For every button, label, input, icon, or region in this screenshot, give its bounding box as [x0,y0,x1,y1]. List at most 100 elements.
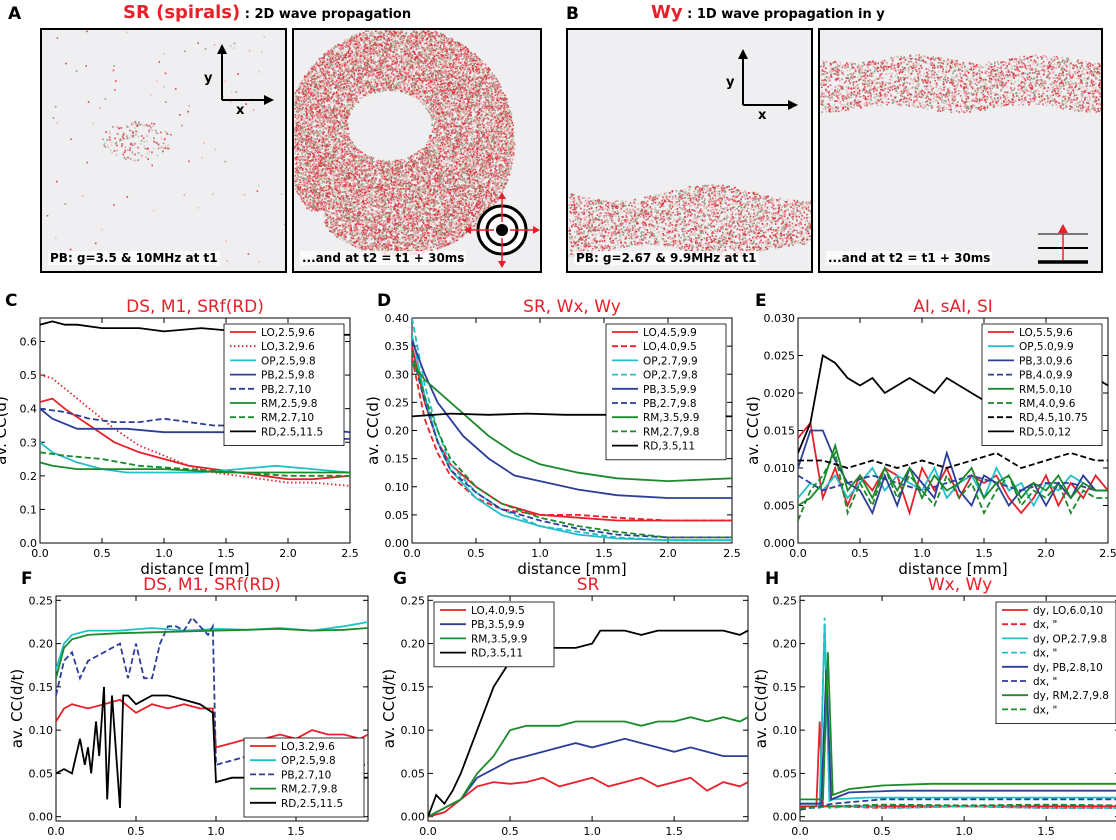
series-line [412,318,732,542]
series-line [412,362,732,483]
legend-label: PB,3.5,9.9 [643,384,697,396]
legend-label: RD,3.5,11 [471,648,523,660]
y-tick-label: 0.30 [385,368,410,381]
y-tick-label: 0.25 [385,396,410,409]
chart-g: GSR0.00.51.01.50.000.050.100.150.200.25d… [380,569,749,840]
y-tick-label: 0.25 [773,594,798,607]
plot-frame [799,595,1116,822]
legend-label: dx, " [1033,704,1057,716]
plot-frame [427,595,749,822]
x-tick-label: 0.0 [419,825,437,838]
plot-frame [55,595,369,822]
chart-title: AI, sAI, SI [913,297,993,317]
x-tick-label: 2.5 [1099,547,1116,560]
wave-image-b-t2 [820,54,1101,264]
panel-b-title-rest: : 1D wave propagation in y [683,7,885,22]
x-tick-label: 1.0 [955,825,973,838]
panel-letter: C [5,291,17,311]
image-caption-a-t1: PB: g=3.5 & 10MHz at t1 [48,251,220,265]
legend-frame [223,323,345,446]
y-tick-label: 0.05 [29,767,54,780]
y-tick-label: 0.15 [29,681,54,694]
y-tick-label: 0.10 [385,481,410,494]
x-tick-label: 1.0 [913,547,931,560]
legend-frame [981,323,1103,446]
legend-label: RM,2.5,9.8 [261,398,317,410]
series-line [412,345,732,522]
legend-label: RM,4.0,9.6 [1019,398,1076,410]
x-axis-label: distance [mm] [140,560,249,578]
panel-b-image-t2: ...and at t2 = t1 + 30ms [818,28,1103,273]
y-tick-label: 0.00 [773,811,798,824]
wave-texture [820,54,1101,114]
y-tick-label: 0.20 [773,638,798,651]
legend-label: PB,3.0,9.6 [1019,355,1073,367]
legend-label: LO,5.5,9.6 [1019,327,1073,339]
chart-h: H Wx, Wy 0.0 0.5 1.0 1.5 0.00 0.05 0.10 0.15 0.20 0… [752,569,1116,840]
series-line [800,669,1116,805]
series-line [40,451,350,477]
legend-label: PB,2.7,10 [281,769,331,781]
panel-a-title: SR (spirals) : 2D wave propagation [123,2,411,23]
y-tick-label: 0.0 [20,537,38,550]
x-tick-label: 1.5 [217,547,235,560]
legend-label: dy, OP,2.7,9.8 [1033,633,1107,645]
x-tick-label: 2.0 [1037,547,1055,560]
y-tick-label: 0.025 [764,350,796,363]
x-tick-label: 0.5 [873,825,891,838]
legend-label: PB,2.7,10 [261,384,311,396]
axis-y-label: y [726,75,735,90]
legend-label: LO,3.2,9.6 [281,741,335,753]
legend-label: RD,4.5,10.75 [1019,412,1088,424]
series-line [412,334,732,542]
y-tick-label: 0.05 [385,509,410,522]
y-tick-label: 0.030 [764,312,796,325]
legend: LO,2.5,9.6 LO,3.2,9.6 OP,2.5,9.8 PB,2.5,9.8… [223,323,345,446]
legend-frame [605,323,727,461]
image-caption-a-t2: ...and at t2 = t1 + 30ms [300,251,467,265]
spiral-target-icon [464,192,540,268]
x-tick-label: 1.5 [975,547,993,560]
series-line [798,474,1108,492]
series-line [800,721,1116,808]
y-tick-label: 0.2 [20,470,38,483]
chart-c: C DS, M1, SRf(RD) 0.0 0.5 1.0 1.5 2.0 2.5 0.0 0.1… [0,291,359,578]
legend-label: RD,5.0,12 [1019,426,1071,438]
x-tick-label: 0.0 [789,547,807,560]
y-tick-label: 0.1 [20,503,38,516]
x-tick-label: 0.0 [31,547,49,560]
legend-label: RM,2.7,9.8 [643,426,699,438]
chart-d: D SR, Wx, Wy 0.0 0.5 1.0 1.5 2.0 2.5 0.00 0.05 0.1… [364,291,741,578]
y-tick-label: 0.25 [29,594,54,607]
series-line [798,420,1108,517]
y-tick-label: 0.10 [773,724,798,737]
series-line [40,407,350,440]
series-line [798,465,1108,508]
panel-b-image-t1: y x PB: g=2.67 & 9.9MHz at t1 [566,28,813,273]
series-line [800,617,1116,809]
series-line [428,629,748,818]
legend: dy, LO,6.0,10 dx, " dy, OP,2.7,9.8 dx, " dy,… [995,601,1116,724]
series-line [412,340,732,499]
y-tick-label: 0.20 [29,638,54,651]
x-tick-label: 2.0 [279,547,297,560]
legend-label: RM,2.7,10 [261,412,314,424]
legend-label: LO,4.0,9.5 [643,341,697,353]
panel-letter-b: B [566,4,579,24]
series-lines [428,629,748,818]
x-axis-label: distance [mm] [517,560,626,578]
y-tick-label: 0.00 [29,811,54,824]
y-axis-label: av. CC(d/t) [8,669,26,749]
y-tick-label: 0.10 [401,724,426,737]
chart-title: Wx, Wy [928,575,992,595]
panel-letter: F [21,569,33,589]
wave-texture [568,184,811,258]
axis-x-label: x [758,108,767,123]
series-line [40,441,350,474]
legend-label: OP,2.7,9.9 [643,355,698,367]
wave-texture [294,30,516,257]
y-tick-label: 0.20 [401,638,426,651]
panel-letter: E [755,291,767,311]
y-tick-label: 0.40 [385,312,410,325]
